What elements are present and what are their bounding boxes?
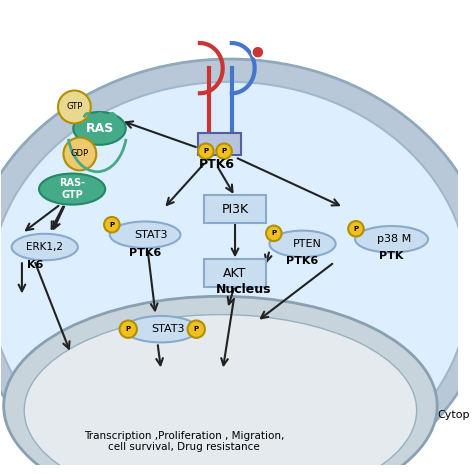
Text: P: P — [221, 148, 227, 154]
Text: PTK6: PTK6 — [129, 248, 161, 258]
Text: Cytop: Cytop — [437, 410, 470, 420]
Text: PTK6: PTK6 — [286, 256, 319, 266]
Circle shape — [104, 217, 119, 232]
Circle shape — [64, 137, 96, 170]
Text: K6: K6 — [27, 260, 44, 270]
Circle shape — [119, 320, 137, 338]
Text: Nucleus: Nucleus — [216, 283, 271, 296]
Text: P: P — [126, 326, 131, 332]
Text: ERK1,2: ERK1,2 — [26, 242, 63, 252]
Text: PTK: PTK — [379, 251, 404, 261]
Text: STAT3: STAT3 — [134, 230, 168, 240]
Text: p38 M: p38 M — [377, 234, 411, 244]
FancyBboxPatch shape — [198, 133, 240, 155]
Text: PTK6: PTK6 — [199, 158, 235, 172]
Ellipse shape — [270, 231, 336, 257]
Text: P: P — [109, 222, 114, 228]
Circle shape — [198, 144, 214, 159]
Text: GDP: GDP — [71, 149, 89, 158]
Circle shape — [348, 221, 364, 237]
FancyBboxPatch shape — [204, 259, 266, 287]
Ellipse shape — [4, 296, 437, 474]
Ellipse shape — [110, 221, 181, 248]
Text: PTEN: PTEN — [292, 239, 321, 249]
Text: RAS: RAS — [85, 122, 114, 135]
Text: P: P — [354, 226, 358, 232]
Circle shape — [252, 46, 264, 58]
Text: PI3K: PI3K — [221, 203, 248, 216]
Ellipse shape — [24, 315, 417, 474]
Text: AKT: AKT — [223, 266, 247, 280]
Ellipse shape — [73, 112, 126, 145]
Text: RAS-
GTP: RAS- GTP — [59, 178, 85, 200]
Text: P: P — [271, 230, 276, 237]
FancyBboxPatch shape — [204, 195, 266, 223]
Text: STAT3: STAT3 — [151, 324, 185, 334]
Text: Transcription ,Proliferation , Migration,
cell survival, Drug resistance: Transcription ,Proliferation , Migration… — [84, 431, 284, 452]
Ellipse shape — [125, 316, 198, 342]
Circle shape — [266, 226, 282, 241]
Text: P: P — [194, 326, 199, 332]
Circle shape — [188, 320, 205, 338]
Circle shape — [58, 91, 91, 123]
Ellipse shape — [355, 226, 428, 253]
Circle shape — [216, 144, 232, 159]
Ellipse shape — [0, 59, 474, 474]
Text: GTP: GTP — [66, 102, 82, 111]
Ellipse shape — [39, 173, 105, 205]
Ellipse shape — [0, 82, 469, 474]
Ellipse shape — [12, 234, 78, 260]
Text: P: P — [203, 148, 209, 154]
